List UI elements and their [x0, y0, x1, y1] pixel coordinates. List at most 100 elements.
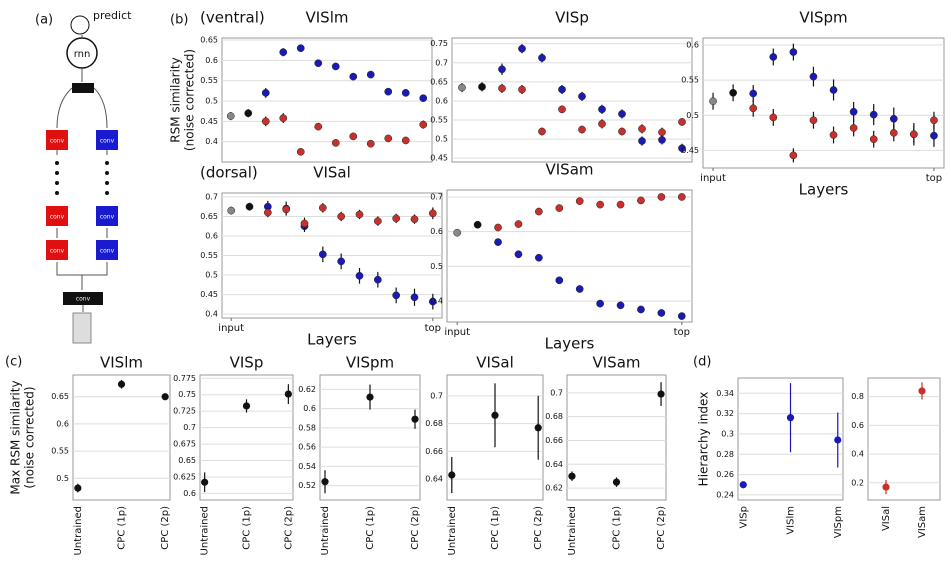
conv-text: conv — [50, 214, 65, 221]
point — [284, 390, 292, 398]
point — [428, 297, 437, 306]
point — [829, 86, 838, 94]
point — [473, 220, 482, 229]
y-tick-label: 0.45 — [200, 290, 218, 299]
point — [227, 206, 236, 215]
x-tick-label: Untrained — [320, 506, 331, 555]
point — [242, 402, 251, 410]
y-tick-label: 0.775 — [173, 374, 196, 383]
point — [538, 127, 546, 136]
point — [355, 210, 364, 219]
point — [578, 125, 586, 134]
x-tick-label: top — [425, 323, 441, 334]
x-tick-label: CPC (2p) — [283, 506, 294, 550]
point — [889, 129, 898, 137]
x-tick-label: top — [926, 173, 942, 184]
point — [637, 305, 645, 314]
point — [337, 212, 346, 221]
point — [596, 299, 604, 308]
point — [658, 136, 666, 144]
y-tick-label: 0.4 — [205, 137, 218, 146]
x-tick-label: input — [444, 327, 470, 338]
point — [829, 131, 838, 139]
point — [261, 117, 270, 126]
point — [538, 53, 546, 62]
point — [514, 220, 523, 228]
point — [514, 250, 523, 259]
point — [658, 128, 666, 137]
point — [494, 238, 502, 246]
point — [384, 134, 393, 143]
y-tick-label: 0.65 — [200, 36, 218, 45]
point — [598, 119, 606, 128]
dots — [55, 161, 109, 195]
conv-text: conv — [76, 296, 91, 303]
y-tick-label: 0.55 — [51, 447, 69, 456]
y-tick-label: 0.2 — [851, 478, 864, 487]
point — [638, 137, 646, 145]
point — [458, 83, 466, 92]
plot-frame — [702, 37, 945, 169]
point — [366, 70, 375, 79]
point — [918, 387, 926, 395]
y-axis-label: Max RSM similarity — [9, 380, 23, 494]
point — [401, 136, 410, 145]
point — [318, 203, 327, 212]
point — [849, 107, 858, 116]
point — [373, 275, 382, 284]
y-tick-label: 0.7 — [205, 192, 218, 201]
point — [331, 62, 340, 71]
point — [789, 48, 798, 56]
y-tick-label: 0.6 — [183, 489, 196, 498]
plot-frame — [737, 377, 844, 501]
y-tick-label: 0.66 — [425, 447, 443, 456]
point — [749, 89, 758, 98]
point — [575, 285, 584, 293]
x-tick-label: CPC (2p) — [410, 506, 421, 550]
point — [314, 59, 323, 68]
y-axis-label: RSM similarity — [169, 57, 183, 143]
point — [321, 478, 329, 486]
point — [296, 147, 305, 156]
point — [568, 472, 576, 480]
conv-text: conv — [100, 248, 115, 255]
point — [518, 85, 526, 94]
x-tick-label: CPC (1p) — [117, 506, 128, 550]
point — [657, 390, 665, 398]
point — [535, 253, 543, 262]
y-tick-label: 0.5 — [56, 474, 69, 483]
x-axis-label: Layers — [545, 335, 595, 353]
point — [161, 393, 169, 401]
point — [869, 135, 878, 144]
y-tick-label: 0.675 — [173, 440, 196, 449]
rnn-text: rnn — [74, 49, 91, 60]
y-tick-label: 0.6 — [56, 419, 69, 428]
point — [558, 85, 566, 94]
chart-title: VISp — [555, 9, 589, 27]
point — [739, 481, 747, 489]
point — [453, 228, 462, 237]
point — [677, 312, 686, 320]
x-tick-label: input — [218, 323, 244, 334]
chart-title: VISal — [313, 164, 351, 182]
y-tick-label: 0.55 — [430, 116, 448, 125]
y-axis-label: Hierarchy index — [697, 392, 711, 487]
y-tick-label: 0.75 — [430, 39, 448, 48]
x-tick-label: VISlm — [786, 506, 797, 535]
y-tick-label: 0.5 — [686, 111, 699, 120]
x-axis-label: Layers — [799, 181, 849, 199]
point — [769, 113, 778, 122]
point — [618, 110, 626, 118]
y-tick-label: 0.7 — [550, 388, 563, 397]
point — [749, 104, 758, 113]
y-tick-label: 0.32 — [716, 409, 734, 418]
x-tick-label: input — [700, 173, 726, 184]
point — [498, 65, 506, 74]
point — [869, 110, 878, 119]
point — [282, 205, 291, 214]
point — [373, 217, 382, 225]
point — [331, 139, 340, 147]
x-tick-label: CPC (1p) — [612, 506, 623, 550]
point — [535, 207, 543, 216]
